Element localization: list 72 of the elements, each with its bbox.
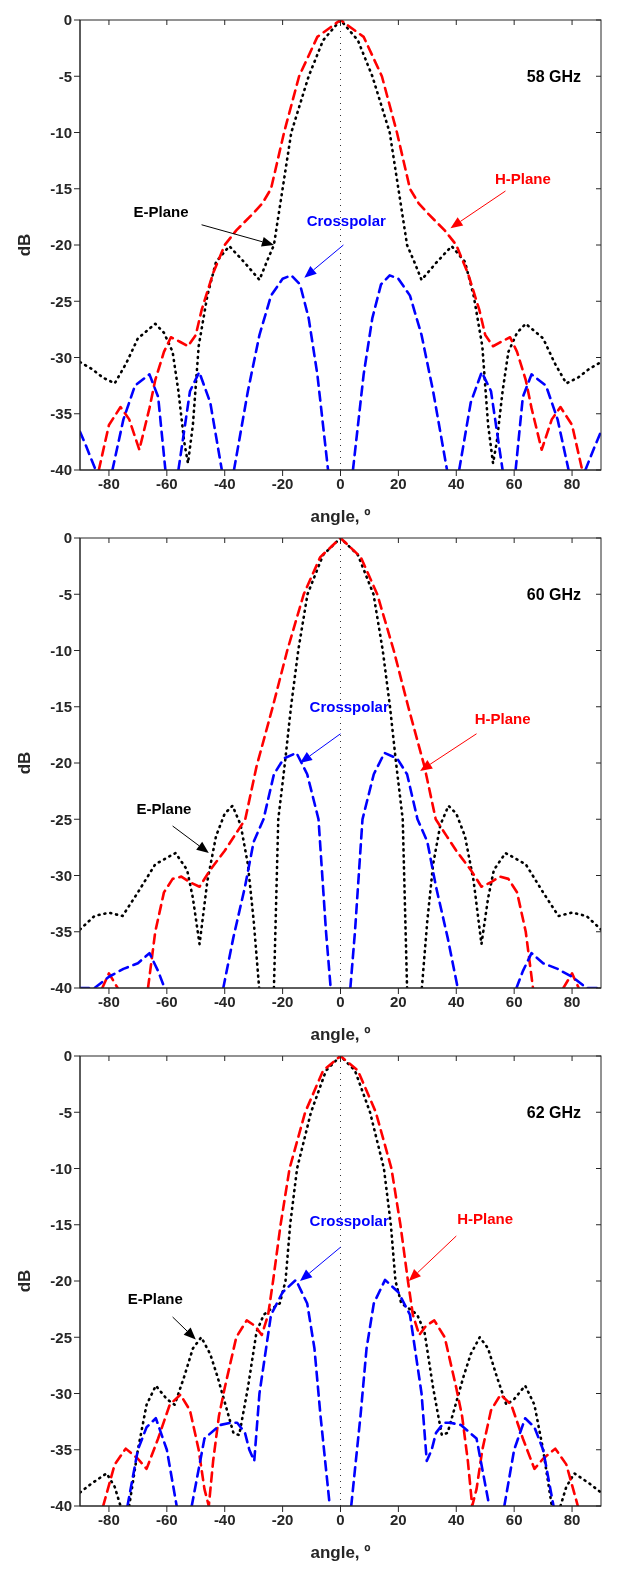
y-axis-title: dB <box>15 233 34 257</box>
x-tick-label: -40 <box>213 992 236 1010</box>
x-axis-title: angle, º <box>310 507 371 526</box>
text: Crosspolar <box>309 1211 389 1229</box>
x-tick-label: -40 <box>213 474 236 492</box>
y-tick-label: -40 <box>50 1497 72 1515</box>
x-tick-label: -20 <box>271 992 294 1010</box>
y-tick-label: -35 <box>50 405 72 423</box>
y-tick-label: -30 <box>50 866 72 884</box>
y-tick-label: -5 <box>58 67 72 85</box>
y-tick-label: -25 <box>50 810 72 828</box>
x-tick-label: -20 <box>271 1510 294 1528</box>
y-tick-label: -15 <box>50 180 72 198</box>
x-tick-label: 0 <box>336 992 345 1010</box>
x-tick-label: 80 <box>563 1510 581 1528</box>
y-tick-label: -35 <box>50 1441 72 1459</box>
text: Crosspolar <box>306 211 387 229</box>
y-axis-title: dB <box>15 1269 34 1293</box>
y-tick-label: -20 <box>50 236 72 254</box>
y-tick-label: -40 <box>50 461 72 479</box>
x-tick-label: 20 <box>390 474 407 492</box>
x-tick-label: 0 <box>336 1510 345 1528</box>
text: Crosspolar <box>309 698 389 716</box>
x-tick-label: -80 <box>98 992 120 1010</box>
y-tick-label: 0 <box>63 529 72 547</box>
x-tick-label: 60 <box>505 992 523 1010</box>
y-tick-label: -5 <box>58 585 72 603</box>
y-tick-label: -35 <box>50 923 72 941</box>
x-tick-label: 20 <box>390 992 407 1010</box>
text: 62 GHz <box>526 1104 581 1121</box>
y-tick-label: -30 <box>50 348 72 366</box>
y-tick-label: -5 <box>58 1103 72 1121</box>
x-tick-label: 0 <box>336 474 345 492</box>
y-tick-label: -10 <box>50 641 72 659</box>
x-tick-label: 40 <box>447 1510 465 1528</box>
y-tick-label: 0 <box>63 11 72 29</box>
text: 58 GHz <box>526 68 581 85</box>
text: E-Plane <box>133 202 189 220</box>
text: H-Plane <box>474 709 531 727</box>
x-tick-label: 60 <box>505 474 523 492</box>
y-tick-label: -25 <box>50 292 72 310</box>
x-tick-label: -60 <box>155 474 178 492</box>
y-tick-label: -20 <box>50 1272 72 1290</box>
x-axis-title: angle, º <box>310 1543 371 1562</box>
y-tick-label: -10 <box>50 1159 72 1177</box>
x-tick-label: -20 <box>271 474 294 492</box>
x-tick-label: -60 <box>155 992 178 1010</box>
x-tick-label: 20 <box>390 1510 407 1528</box>
x-tick-label: -40 <box>213 1510 236 1528</box>
text: 60 GHz <box>526 586 581 603</box>
y-tick-label: -30 <box>50 1384 72 1402</box>
y-tick-label: -10 <box>50 123 72 141</box>
x-tick-label: 60 <box>505 1510 523 1528</box>
y-tick-label: -25 <box>50 1328 72 1346</box>
x-tick-label: 40 <box>447 474 465 492</box>
y-axis-title: dB <box>15 751 34 775</box>
x-tick-label: 40 <box>447 992 465 1010</box>
x-axis-title: angle, º <box>310 1025 371 1044</box>
text: E-Plane <box>127 1289 183 1307</box>
x-tick-label: 80 <box>563 992 581 1010</box>
y-tick-label: -20 <box>50 754 72 772</box>
series-label: E-Plane <box>136 799 192 817</box>
x-tick-label: 80 <box>563 474 581 492</box>
x-tick-label: -60 <box>155 1510 178 1528</box>
y-tick-label: -15 <box>50 698 72 716</box>
x-tick-label: -80 <box>98 1510 120 1528</box>
text: H-Plane <box>457 1209 514 1227</box>
y-tick-label: 0 <box>63 1047 72 1065</box>
x-tick-label: -80 <box>98 474 120 492</box>
y-tick-label: -15 <box>50 1216 72 1234</box>
text: H-Plane <box>494 170 551 188</box>
y-tick-label: -40 <box>50 979 72 997</box>
